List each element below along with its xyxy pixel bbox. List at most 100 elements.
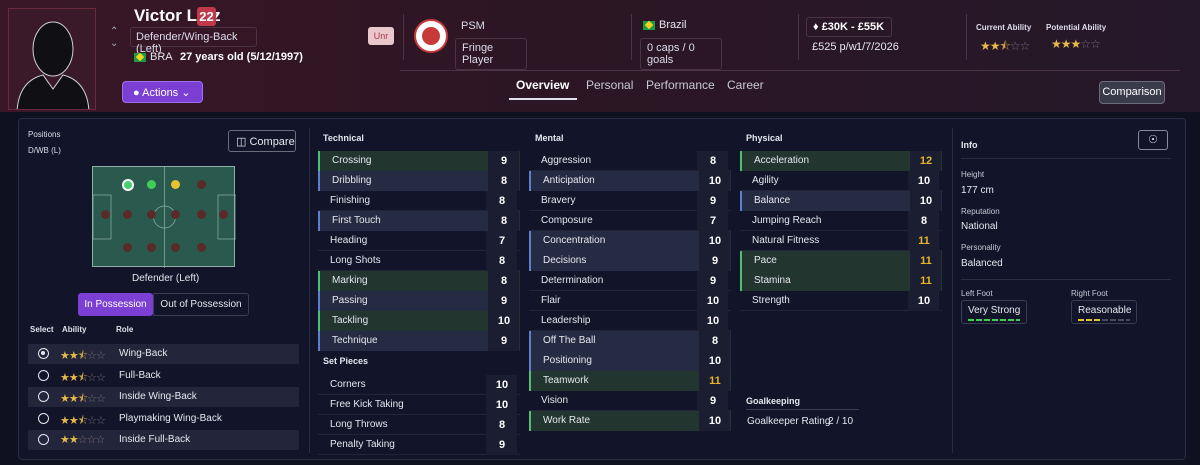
attribute-name: Finishing [330, 195, 371, 206]
selected-position: Defender (Left) [132, 273, 200, 284]
attribute-row[interactable]: Dribbling 8 [318, 171, 520, 191]
tag-icon: ♦ [813, 21, 819, 33]
tab-personal[interactable]: Personal [586, 78, 634, 92]
attribute-row[interactable]: Agility 10 [740, 171, 942, 191]
position-dot[interactable] [147, 243, 156, 252]
divider [403, 14, 404, 60]
attribute-row[interactable]: Concentration 10 [529, 231, 731, 251]
attribute-value: 8 [709, 155, 717, 167]
chevron-down-icon[interactable]: ⌄ [110, 38, 119, 49]
attribute-row[interactable]: Pace 11 [740, 251, 942, 271]
attribute-row[interactable]: Bravery 9 [529, 191, 731, 211]
attribute-row[interactable]: Anticipation 10 [529, 171, 731, 191]
attribute-row[interactable]: Crossing 9 [318, 151, 520, 171]
attribute-row[interactable]: Free Kick Taking 10 [318, 395, 520, 415]
attribute-value-cell [910, 151, 941, 171]
role-row[interactable]: ★★⯪☆☆ Full-Back [28, 366, 299, 386]
attribute-row[interactable]: Composure 7 [529, 211, 731, 231]
attribute-row[interactable]: Corners 10 [318, 375, 520, 395]
position-dot[interactable] [147, 210, 156, 219]
position-dot[interactable] [123, 210, 132, 219]
club-name[interactable]: PSM [461, 20, 485, 32]
player-age: 27 years old (5/12/1997) [180, 51, 303, 63]
out-of-possession-toggle[interactable]: Out of Possession [153, 293, 249, 316]
tab-overview[interactable]: Overview [516, 78, 570, 92]
tab-career[interactable]: Career [727, 78, 764, 92]
role-radio[interactable] [38, 412, 49, 424]
attribute-row[interactable]: Work Rate 10 [529, 411, 731, 431]
role-row[interactable]: ★★⯪☆☆ Playmaking Wing-Back [28, 409, 299, 429]
attribute-row[interactable]: Penalty Taking 9 [318, 435, 520, 455]
set-pieces-title: Set Pieces [323, 356, 369, 366]
position-dot[interactable] [197, 180, 206, 189]
position-dot[interactable] [101, 210, 110, 219]
attribute-value: 8 [500, 275, 508, 287]
attribute-name: Corners [330, 379, 366, 390]
position-dot[interactable] [122, 179, 134, 191]
position-dot[interactable] [171, 210, 180, 219]
role-radio[interactable] [38, 391, 49, 402]
attribute-value-cell [908, 291, 939, 311]
position-dot[interactable] [123, 243, 132, 252]
role-radio[interactable] [38, 348, 49, 359]
attribute-row[interactable]: Marking 8 [318, 271, 520, 291]
attribute-value-cell [699, 371, 730, 391]
position-dot[interactable] [171, 243, 180, 252]
position-dot[interactable] [147, 180, 156, 189]
attribute-value: 7 [709, 215, 717, 227]
attribute-row[interactable]: Finishing 8 [318, 191, 520, 211]
info-settings-icon[interactable]: ☉ [1138, 130, 1168, 150]
attribute-row[interactable]: Strength 10 [740, 291, 942, 311]
attribute-value: 11 [920, 255, 932, 267]
role-row[interactable]: ★★⯪☆☆ Wing-Back [28, 344, 299, 364]
tab-performance[interactable]: Performance [646, 78, 715, 92]
technical-title: Technical [323, 133, 364, 143]
attribute-row[interactable]: Heading 7 [318, 231, 520, 251]
unregistered-badge[interactable]: Unr [368, 27, 394, 45]
in-possession-toggle[interactable]: In Possession [78, 293, 153, 316]
attribute-row[interactable]: Vision 9 [529, 391, 731, 411]
attribute-row[interactable]: Determination 9 [529, 271, 731, 291]
attribute-row[interactable]: Technique 9 [318, 331, 520, 351]
compare-button[interactable]: ◫ Compare [228, 130, 296, 152]
attribute-row[interactable]: Stamina 11 [740, 271, 942, 291]
position-dot[interactable] [197, 210, 206, 219]
attribute-row[interactable]: First Touch 8 [318, 211, 520, 231]
attribute-value-cell [697, 151, 728, 171]
position-dot[interactable] [197, 243, 206, 252]
attribute-row[interactable]: Flair 10 [529, 291, 731, 311]
role-row[interactable]: ★★⯪☆☆ Inside Wing-Back [28, 387, 299, 407]
comparison-button[interactable]: Comparison [1099, 81, 1165, 104]
attribute-row[interactable]: Tackling 10 [318, 311, 520, 331]
role-radio[interactable] [38, 434, 49, 445]
attribute-row[interactable]: Jumping Reach 8 [740, 211, 942, 231]
attribute-row[interactable]: Leadership 10 [529, 311, 731, 331]
position-dot[interactable] [171, 180, 180, 189]
attribute-value: 9 [500, 335, 508, 347]
squad-status: Fringe Player [455, 38, 527, 70]
attribute-row[interactable]: Acceleration 12 [740, 151, 942, 171]
attribute-value: 7 [498, 235, 506, 247]
compare-icon: ◫ [236, 136, 247, 148]
position-dot[interactable] [219, 210, 228, 219]
chevron-up-icon[interactable]: ⌃ [110, 26, 119, 37]
attribute-row[interactable]: Passing 9 [318, 291, 520, 311]
attribute-row[interactable]: Aggression 8 [529, 151, 731, 171]
position-pitch[interactable] [92, 166, 236, 268]
attribute-row[interactable]: Long Throws 8 [318, 415, 520, 435]
goalkeeping-title: Goalkeeping [746, 396, 801, 406]
actions-button[interactable]: ● Actions ⌄ [122, 81, 203, 103]
role-radio[interactable] [38, 369, 49, 381]
attribute-row[interactable]: Teamwork 11 [529, 371, 731, 391]
attribute-row[interactable]: Off The Ball 8 [529, 331, 731, 351]
attribute-value: 10 [706, 295, 720, 307]
attribute-row[interactable]: Long Shots 8 [318, 251, 520, 271]
role-row[interactable]: ★★☆☆☆ Inside Full-Back [28, 430, 299, 450]
attribute-row[interactable]: Positioning 10 [529, 351, 731, 371]
attribute-row[interactable]: Balance 10 [740, 191, 942, 211]
international-caps: 0 caps / 0 goals [640, 38, 722, 70]
attribute-row[interactable]: Decisions 9 [529, 251, 731, 271]
club-badge-icon[interactable] [414, 19, 448, 53]
attribute-value: 9 [709, 395, 717, 407]
attribute-row[interactable]: Natural Fitness 11 [740, 231, 942, 251]
